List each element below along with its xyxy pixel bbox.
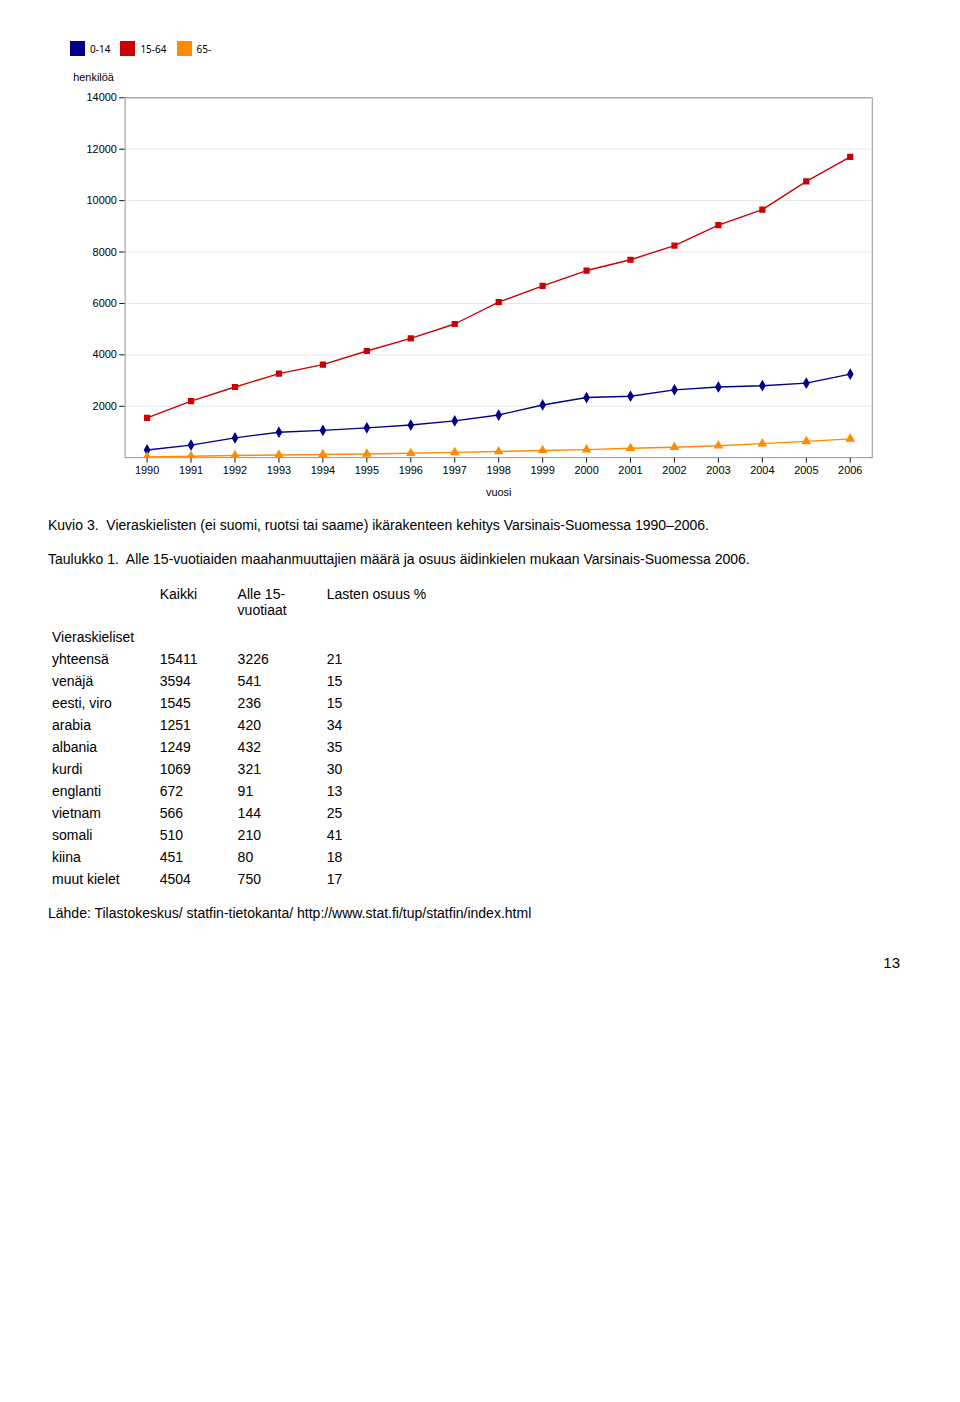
html-text:750: 750: [237, 871, 261, 888]
svg-text:1997: 1997: [443, 464, 467, 476]
svg-text:1990: 1990: [135, 464, 159, 476]
svg-text:10000: 10000: [87, 194, 117, 206]
html-text:13: 13: [883, 954, 900, 971]
html-text:13: 13: [326, 783, 343, 800]
svg-text:4000: 4000: [93, 348, 117, 360]
html-text:30: 30: [326, 761, 343, 778]
html-text:15: 15: [326, 673, 343, 690]
svg-text:henkilöä: henkilöä: [73, 71, 115, 83]
html-text:4504: 4504: [159, 871, 191, 888]
html-text:Vieraskieliset: Vieraskieliset: [52, 629, 135, 646]
html-text:41: 41: [326, 827, 343, 844]
html-text:15-64: 15-64: [140, 41, 167, 56]
html-text:15411: 15411: [159, 651, 198, 668]
html-text:venäjä: venäjä: [52, 673, 94, 690]
html-text:144: 144: [237, 805, 261, 822]
html-text:451: 451: [159, 849, 184, 866]
svg-text:1994: 1994: [311, 464, 335, 476]
html-text:541: 541: [237, 673, 261, 690]
svg-text:vuosi: vuosi: [486, 486, 512, 498]
html-text:65-: 65-: [196, 41, 212, 56]
svg-text:1996: 1996: [399, 464, 423, 476]
html-text:Kuvio 3. Vieraskielisten (ei s: Kuvio 3. Vieraskielisten (ei suomi, ruot…: [48, 517, 709, 534]
svg-text:2003: 2003: [706, 464, 730, 476]
html-text:muut kielet: muut kielet: [52, 871, 120, 888]
html-text:432: 432: [237, 739, 261, 756]
html-text:3594: 3594: [159, 673, 191, 690]
html-text:17: 17: [326, 871, 343, 888]
html-text:eesti, viro: eesti, viro: [52, 695, 112, 712]
html-text:3226: 3226: [237, 651, 269, 668]
html-text:albania: albania: [52, 739, 98, 756]
html-text:91: 91: [237, 783, 254, 800]
html-text:1069: 1069: [159, 761, 191, 778]
svg-text:14000: 14000: [87, 91, 117, 103]
svg-text:1991: 1991: [179, 464, 203, 476]
svg-text:12000: 12000: [87, 143, 117, 155]
html-text:Taulukko 1. Alle 15-vuotiaiden: Taulukko 1. Alle 15-vuotiaiden maahanmuu…: [48, 550, 750, 567]
html-text:1251: 1251: [159, 717, 191, 734]
html-text:25: 25: [326, 805, 343, 822]
html-text:21: 21: [326, 651, 343, 668]
html-text:1545: 1545: [159, 695, 191, 712]
html-text:80: 80: [237, 849, 254, 866]
html-text:Lähde: Tilastokeskus/ statfin-: Lähde: Tilastokeskus/ statfin-tietokanta…: [48, 905, 532, 922]
html-text:510: 510: [159, 827, 184, 844]
svg-text:1998: 1998: [487, 464, 511, 476]
html-text:672: 672: [159, 783, 184, 800]
html-text:arabia: arabia: [52, 717, 91, 734]
html-text:34: 34: [326, 717, 343, 734]
svg-text:2002: 2002: [662, 464, 686, 476]
svg-text:2005: 2005: [794, 464, 818, 476]
svg-text:1992: 1992: [223, 464, 247, 476]
svg-text:2000: 2000: [574, 464, 598, 476]
html-text:321: 321: [237, 761, 261, 778]
html-text:Kaikki: Kaikki: [159, 586, 198, 603]
html-text:vietnam: vietnam: [52, 805, 101, 822]
html-text:0-14: 0-14: [90, 41, 111, 56]
svg-text:1993: 1993: [267, 464, 291, 476]
html-text:kiina: kiina: [52, 849, 81, 866]
html-text:Alle 15-: Alle 15-: [237, 586, 286, 603]
html-text:yhteensä: yhteensä: [52, 651, 109, 668]
html-text:Lasten osuus %: Lasten osuus %: [326, 586, 427, 603]
html-text:35: 35: [326, 739, 343, 756]
svg-text:2006: 2006: [838, 464, 862, 476]
html-text:vuotiaat: vuotiaat: [237, 602, 287, 619]
html-text:236: 236: [237, 695, 261, 712]
html-text:210: 210: [237, 827, 261, 844]
svg-text:2000: 2000: [93, 400, 117, 412]
html-text:somali: somali: [52, 827, 93, 844]
html-text:18: 18: [326, 849, 343, 866]
svg-text:2001: 2001: [618, 464, 642, 476]
svg-text:6000: 6000: [93, 297, 117, 309]
svg-text:8000: 8000: [93, 246, 117, 258]
html-text:kurdi: kurdi: [52, 761, 83, 778]
html-text:1249: 1249: [159, 739, 191, 756]
html-text:englanti: englanti: [52, 783, 101, 800]
html-text:15: 15: [326, 695, 343, 712]
svg-text:1995: 1995: [355, 464, 379, 476]
svg-text:2004: 2004: [750, 464, 774, 476]
html-text:566: 566: [159, 805, 184, 822]
html-text:420: 420: [237, 717, 261, 734]
svg-text:1999: 1999: [530, 464, 554, 476]
